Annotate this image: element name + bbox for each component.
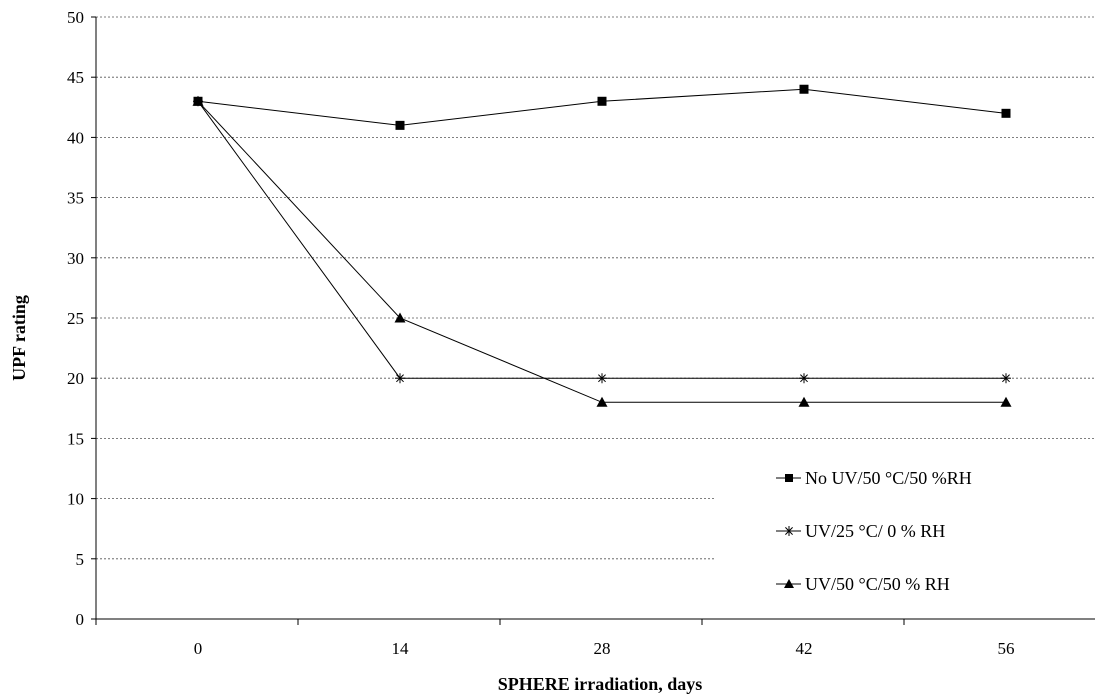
y-tick-label: 45: [67, 68, 84, 87]
legend-asterisk-marker: [784, 526, 794, 536]
series-layer: [192, 84, 1012, 407]
legend-item-1: No UV/50 °C/50 %RH: [776, 468, 972, 488]
asterisk-marker: [597, 373, 607, 384]
x-axis-ticks: 0 14 28 42 56: [95, 619, 1015, 658]
triangle-marker: [596, 396, 608, 407]
series-markers-1: [193, 84, 1011, 130]
y-tick-label: 15: [67, 429, 84, 448]
x-tick-label: 42: [796, 639, 813, 658]
y-tick-label: 50: [67, 8, 84, 27]
x-axis-title: SPHERE irradiation, days: [498, 674, 703, 694]
square-marker: [1001, 108, 1011, 118]
asterisk-marker: [799, 373, 809, 384]
legend-square-marker: [785, 474, 793, 482]
x-tick-label: 56: [998, 639, 1015, 658]
series-markers-2: [193, 96, 1011, 384]
x-tick-label: 14: [392, 639, 410, 658]
y-axis-title: UPF rating: [9, 295, 29, 381]
triangle-marker: [394, 312, 406, 323]
legend-label-3: UV/50 °C/50 % RH: [805, 574, 950, 594]
legend-item-3: UV/50 °C/50 % RH: [776, 574, 950, 594]
y-tick-label: 30: [67, 249, 84, 268]
y-tick-label: 10: [67, 490, 84, 509]
y-tick-label: 25: [67, 309, 84, 328]
series-line-2: [197, 100, 1006, 379]
legend-triangle-marker: [784, 579, 794, 588]
series-line-3: [197, 100, 1006, 403]
legend-item-2: UV/25 °C/ 0 % RH: [776, 521, 945, 541]
legend: No UV/50 °C/50 %RH UV/25 °C/ 0 % RH UV/5…: [776, 468, 972, 594]
y-tick-label: 40: [67, 128, 84, 147]
triangle-marker: [192, 95, 204, 106]
y-tick-label: 0: [76, 610, 85, 629]
y-tick-label: 20: [67, 369, 84, 388]
square-marker: [395, 120, 405, 130]
asterisk-marker: [1001, 373, 1011, 384]
legend-label-2: UV/25 °C/ 0 % RH: [805, 521, 945, 541]
x-tick-label: 0: [194, 639, 203, 658]
y-axis-ticks: 0 5 10 15 20 25 30 35 40 45 50: [67, 8, 96, 629]
y-tick-label: 5: [76, 550, 85, 569]
triangle-marker: [1000, 396, 1012, 407]
asterisk-marker: [395, 373, 405, 384]
series-markers-3: [192, 95, 1012, 407]
series-line-1: [197, 88, 1007, 126]
square-marker: [799, 84, 809, 94]
triangle-marker: [798, 396, 810, 407]
y-tick-label: 35: [67, 189, 84, 208]
legend-label-1: No UV/50 °C/50 %RH: [805, 468, 972, 488]
square-marker: [597, 96, 607, 106]
asterisk-marker: [784, 526, 794, 536]
x-tick-label: 28: [594, 639, 611, 658]
